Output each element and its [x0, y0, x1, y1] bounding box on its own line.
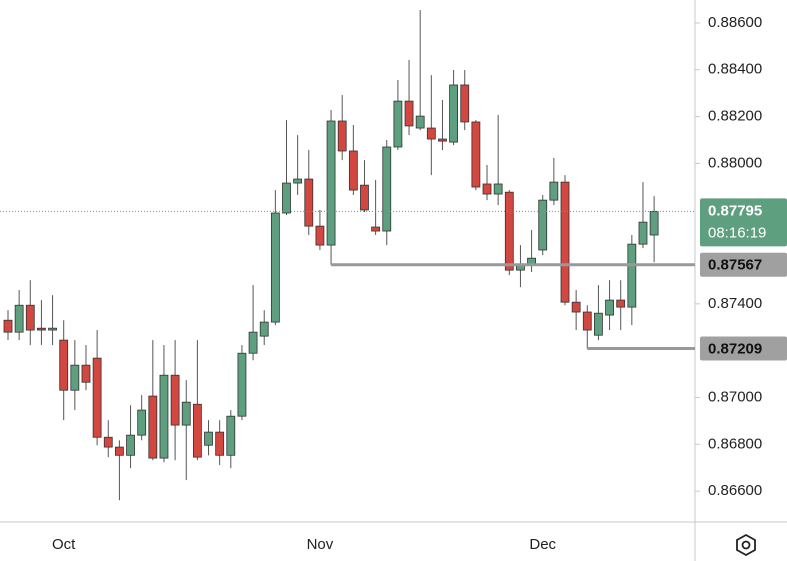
- candle-body: [304, 178, 314, 227]
- settings-hexagon[interactable]: [736, 533, 756, 557]
- y-tick-label: 0.87000: [708, 388, 762, 405]
- x-tick-label: Oct: [52, 536, 76, 553]
- candle-body: [482, 183, 492, 195]
- candle-body: [449, 84, 459, 143]
- candle-body: [170, 374, 180, 426]
- candle-body: [538, 199, 548, 251]
- settings-dot[interactable]: [741, 540, 751, 550]
- candle-body: [326, 120, 336, 246]
- settings-icon[interactable]: [736, 533, 756, 557]
- y-tick-label: 0.88400: [708, 61, 762, 78]
- y-tick-label: 0.88600: [708, 14, 762, 31]
- candle-body: [70, 364, 80, 391]
- candle-body: [59, 339, 69, 391]
- candle-body: [649, 210, 659, 236]
- y-tick-label: 0.88000: [708, 154, 762, 171]
- candle-body: [504, 191, 514, 271]
- level-label: 0.87209: [708, 341, 762, 358]
- level-label: 0.87567: [708, 257, 762, 274]
- candle-body: [571, 301, 581, 313]
- candle-body: [237, 352, 247, 417]
- candle-body: [226, 415, 236, 456]
- candle-body: [582, 311, 592, 331]
- candle-body: [605, 299, 614, 316]
- x-tick-label: Nov: [307, 536, 334, 553]
- y-tick-label: 0.86600: [708, 482, 762, 499]
- candle-body: [92, 357, 102, 438]
- candle-body: [638, 221, 648, 245]
- candle-body: [126, 434, 135, 456]
- y-tick-label: 0.86800: [708, 435, 762, 452]
- candle-body: [315, 225, 325, 246]
- level-label-box: [700, 252, 787, 277]
- candle-body: [215, 431, 225, 456]
- candle-body: [616, 299, 626, 308]
- candle-body: [438, 138, 447, 142]
- level-label-box: [700, 336, 787, 361]
- candle-body: [627, 243, 637, 308]
- candle-body: [337, 120, 347, 152]
- candle-body: [48, 327, 57, 331]
- candle-body: [148, 395, 158, 459]
- candle-body: [25, 304, 35, 331]
- y-tick-label: 0.87400: [708, 295, 762, 312]
- candle-body: [415, 115, 425, 129]
- candle-body: [259, 321, 269, 337]
- candle-body: [371, 226, 381, 232]
- candle-body: [3, 319, 13, 333]
- candle-body: [348, 150, 358, 191]
- candle-body: [270, 212, 280, 323]
- last-price-label: 0.87795: [708, 202, 762, 219]
- candle-body: [293, 178, 303, 184]
- candle-body: [404, 100, 414, 127]
- candle-body: [159, 374, 169, 459]
- candle-body: [115, 446, 124, 456]
- candle-body: [137, 409, 147, 436]
- candle-body: [560, 181, 570, 303]
- candle-body: [192, 403, 202, 458]
- candle-body: [594, 312, 603, 336]
- candle-body: [14, 304, 24, 333]
- countdown-label: 08:16:19: [708, 224, 766, 241]
- x-tick-label: Dec: [529, 536, 556, 553]
- candle-body: [282, 182, 291, 214]
- candle-body: [382, 146, 392, 232]
- candle-body: [248, 331, 258, 354]
- candle-body: [393, 100, 403, 148]
- candle-body: [37, 327, 46, 331]
- candle-body: [471, 121, 481, 188]
- candle-body: [204, 431, 213, 446]
- y-tick-label: 0.88200: [708, 108, 762, 125]
- candle-body: [360, 184, 369, 211]
- candle-body: [426, 127, 436, 140]
- candle-body: [103, 436, 113, 448]
- candle-body: [493, 183, 503, 195]
- candle-body: [181, 401, 191, 426]
- candle-body: [81, 364, 91, 383]
- candle-body: [460, 84, 470, 123]
- candle-body: [549, 181, 559, 201]
- last-price-box: [700, 198, 787, 247]
